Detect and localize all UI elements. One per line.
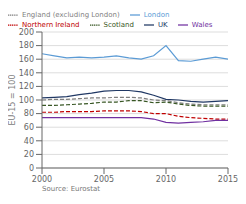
svg-text:2015: 2015 [218, 175, 238, 184]
html-text:London: London [143, 10, 170, 19]
svg-text:0: 0 [29, 164, 34, 173]
svg-text:100: 100 [19, 96, 34, 105]
svg-text:180: 180 [19, 41, 34, 50]
svg-text:160: 160 [19, 55, 34, 64]
html-text:Wales: Wales [191, 20, 213, 29]
html-text:Source: Eurostat: Source: Eurostat [42, 185, 100, 193]
svg-text:2010: 2010 [156, 175, 176, 184]
svg-text:140: 140 [19, 69, 34, 78]
svg-text:40: 40 [24, 137, 34, 146]
svg-text:80: 80 [24, 109, 34, 118]
svg-text:20: 20 [24, 150, 34, 159]
svg-text:2000: 2000 [32, 175, 52, 184]
svg-text:60: 60 [24, 123, 34, 132]
svg-text:EU-15 = 100: EU-15 = 100 [8, 74, 17, 125]
html-text:UK: UK [158, 20, 168, 29]
svg-text:200: 200 [19, 28, 34, 37]
svg-text:2005: 2005 [94, 175, 114, 184]
svg-text:120: 120 [19, 82, 34, 91]
html-text:England (excluding London): England (excluding London) [22, 10, 120, 19]
html-text:Northern Ireland: Northern Ireland [22, 20, 80, 29]
html-text:Scotland: Scotland [103, 20, 134, 29]
